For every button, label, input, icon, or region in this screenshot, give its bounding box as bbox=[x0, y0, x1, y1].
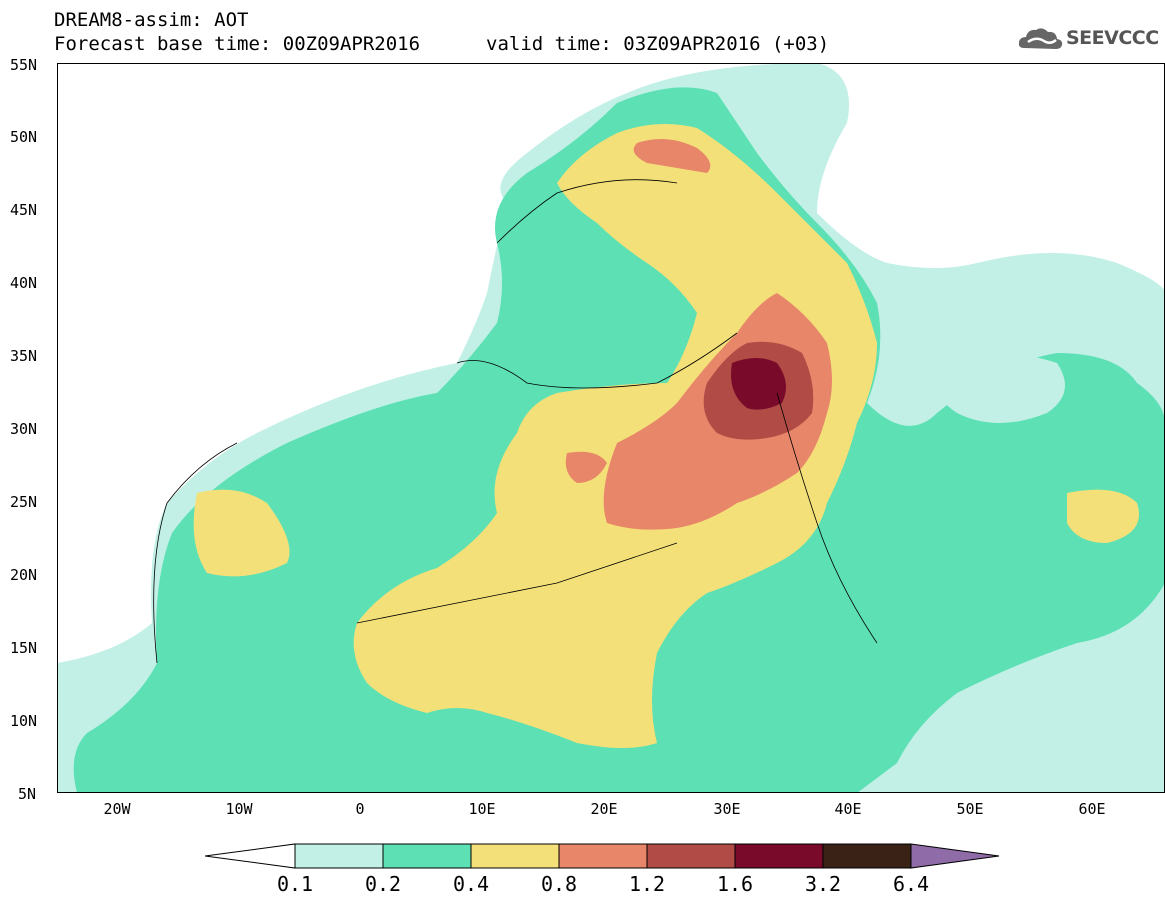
colorbar-label: 6.4 bbox=[892, 872, 930, 896]
lon-label: 30E bbox=[713, 800, 741, 818]
lat-label: 25N bbox=[10, 493, 38, 511]
aot-map bbox=[57, 63, 1165, 793]
lon-label: 60E bbox=[1078, 800, 1106, 818]
forecast-base-time: Forecast base time: 00Z09APR2016 bbox=[54, 33, 421, 55]
lon-label: 50E bbox=[956, 800, 984, 818]
colorbar-label: 1.6 bbox=[716, 872, 754, 896]
aot-balkans-0.8 bbox=[633, 139, 711, 173]
colorbar-label: 0.4 bbox=[452, 872, 490, 896]
aot-layer-0.4 bbox=[353, 124, 878, 748]
colorbar-bin-0 bbox=[294, 843, 384, 869]
lat-label: 20N bbox=[10, 566, 38, 584]
lat-label: 15N bbox=[10, 639, 38, 657]
lon-label: 40E bbox=[834, 800, 862, 818]
valid-time: valid time: 03Z09APR2016 (+03) bbox=[486, 33, 830, 55]
aot-oman-0.4 bbox=[1067, 489, 1139, 543]
lat-label: 35N bbox=[10, 347, 38, 365]
lat-label: 50N bbox=[10, 128, 38, 146]
colorbar-bin-3 bbox=[558, 843, 648, 869]
lat-label: 30N bbox=[10, 420, 38, 438]
logo-text: SEEVCCC bbox=[1066, 27, 1159, 49]
colorbar-bin-4 bbox=[646, 843, 736, 869]
colorbar-label: 0.1 bbox=[276, 872, 314, 896]
lon-label: 20E bbox=[590, 800, 618, 818]
colorbar-bin-2 bbox=[470, 843, 560, 869]
lat-label: 45N bbox=[10, 201, 38, 219]
colorbar-bin-5 bbox=[734, 843, 824, 869]
colorbar-label: 1.2 bbox=[628, 872, 666, 896]
lat-label: 40N bbox=[10, 274, 38, 292]
colorbar-bin-6 bbox=[822, 843, 912, 869]
aot-westsahara-0.4 bbox=[193, 489, 290, 577]
map-title: DREAM8-assim: AOT bbox=[54, 9, 249, 31]
colorbar-label: 0.8 bbox=[540, 872, 578, 896]
colorbar-upper-triangle bbox=[910, 843, 1000, 869]
colorbar-lower-triangle bbox=[205, 843, 296, 869]
aot-libya-0.8 bbox=[565, 451, 607, 483]
colorbar bbox=[205, 843, 1000, 869]
colorbar-label: 0.2 bbox=[364, 872, 402, 896]
lon-label: 10W bbox=[225, 800, 253, 818]
colorbar-label: 3.2 bbox=[804, 872, 842, 896]
lat-label: 55N bbox=[10, 56, 38, 74]
lat-label: 5N bbox=[18, 785, 37, 803]
lon-label: 10E bbox=[468, 800, 496, 818]
lon-label: 0 bbox=[355, 800, 365, 818]
lon-label: 20W bbox=[103, 800, 131, 818]
colorbar-bin-1 bbox=[382, 843, 472, 869]
aot-arabia-clear bbox=[927, 353, 1065, 423]
cloud-logo-icon bbox=[1018, 28, 1063, 49]
aot-layer-1.6 bbox=[731, 358, 786, 410]
lat-label: 10N bbox=[10, 712, 38, 730]
